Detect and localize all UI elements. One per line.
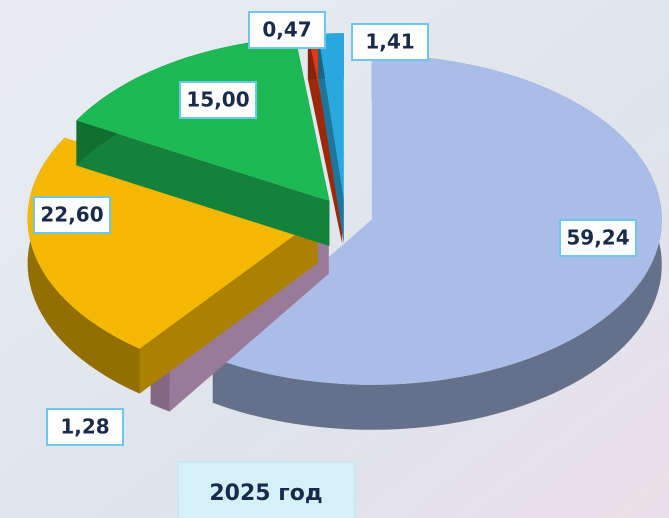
slice-wall: [307, 34, 343, 244]
chart-title: 2025 год: [209, 481, 322, 506]
slice-wall: [139, 218, 318, 394]
data-label: 59,24: [566, 226, 629, 250]
label-box: [559, 219, 637, 257]
data-label: 15,00: [186, 88, 249, 112]
data-label: 22,60: [40, 203, 103, 227]
slice-side: [212, 54, 662, 430]
pie-slice: [318, 33, 344, 244]
labels: 59,24 1,28 22,60 15,00 0,47 1,41: [33, 11, 637, 446]
label-box: [351, 23, 429, 61]
slice-wall: [76, 120, 330, 246]
data-label: 0,47: [262, 18, 311, 42]
data-label: 1,41: [365, 30, 414, 54]
pie: [27, 33, 662, 430]
slice-wall: [318, 33, 344, 244]
data-label: 1,28: [60, 415, 109, 439]
label-box: [248, 11, 326, 49]
label-box: [33, 196, 111, 234]
title-box: [177, 461, 356, 518]
slice-top: [27, 137, 318, 349]
label-box: [46, 408, 124, 446]
pie-slice: [212, 54, 662, 430]
slice-top: [76, 37, 330, 202]
slice-top: [212, 54, 662, 385]
slice-top: [318, 33, 344, 199]
slice-side: [27, 137, 140, 394]
label-box: [179, 81, 257, 119]
